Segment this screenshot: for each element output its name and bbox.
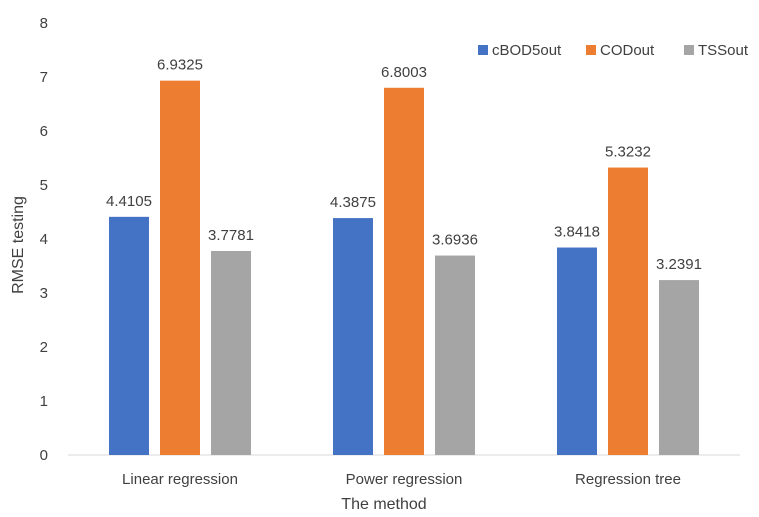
bar-tssout (435, 255, 475, 455)
bar-cbod5out (557, 247, 597, 455)
data-label: 4.3875 (330, 194, 376, 211)
y-tick-label: 4 (40, 231, 48, 248)
x-category-label: Regression tree (575, 471, 681, 488)
bar-cbod5out (109, 216, 149, 455)
bar-codout (608, 167, 648, 456)
x-category-label: Power regression (346, 471, 463, 488)
bars (109, 80, 699, 456)
y-tick-label: 8 (40, 15, 48, 32)
y-tick-label: 6 (40, 123, 48, 140)
bar-tssout (659, 280, 699, 455)
legend-label-cbod5out: cBOD5out (492, 42, 562, 59)
bar-codout (384, 87, 424, 455)
bar-tssout (211, 250, 251, 455)
y-tick-label: 5 (40, 177, 48, 194)
y-tick-label: 2 (40, 339, 48, 356)
data-label: 3.2391 (656, 256, 702, 273)
data-label: 3.6936 (432, 232, 478, 249)
legend-swatch-cbod5out (478, 45, 488, 55)
y-tick-label: 7 (40, 69, 48, 86)
data-label: 6.8003 (381, 64, 427, 81)
legend-label-tssout: TSSout (698, 42, 749, 59)
data-label: 5.3232 (605, 144, 651, 161)
data-label: 4.4105 (106, 193, 152, 210)
legend-swatch-tssout (684, 45, 694, 55)
y-axis-title: RMSE testing (10, 196, 27, 294)
x-axis-title: The method (341, 496, 426, 513)
data-label: 6.9325 (157, 57, 203, 74)
y-axis-ticks: 0 1 2 3 4 5 6 7 8 (40, 15, 48, 464)
legend-swatch-codout (586, 45, 596, 55)
bar-cbod5out (333, 218, 373, 455)
data-label: 3.7781 (208, 227, 254, 244)
data-label: 3.8418 (554, 224, 600, 241)
legend-label-codout: CODout (600, 42, 655, 59)
bar-codout (160, 80, 200, 456)
y-tick-label: 1 (40, 393, 48, 410)
x-category-label: Linear regression (122, 471, 238, 488)
y-tick-label: 0 (40, 447, 48, 464)
legend: cBOD5out CODout TSSout (478, 42, 749, 59)
y-tick-label: 3 (40, 285, 48, 302)
x-axis-categories: Linear regression Power regression Regress… (122, 471, 681, 488)
data-labels: 4.4105 6.9325 3.7781 4.3875 6.8003 3.6936 3.84… (106, 57, 702, 273)
